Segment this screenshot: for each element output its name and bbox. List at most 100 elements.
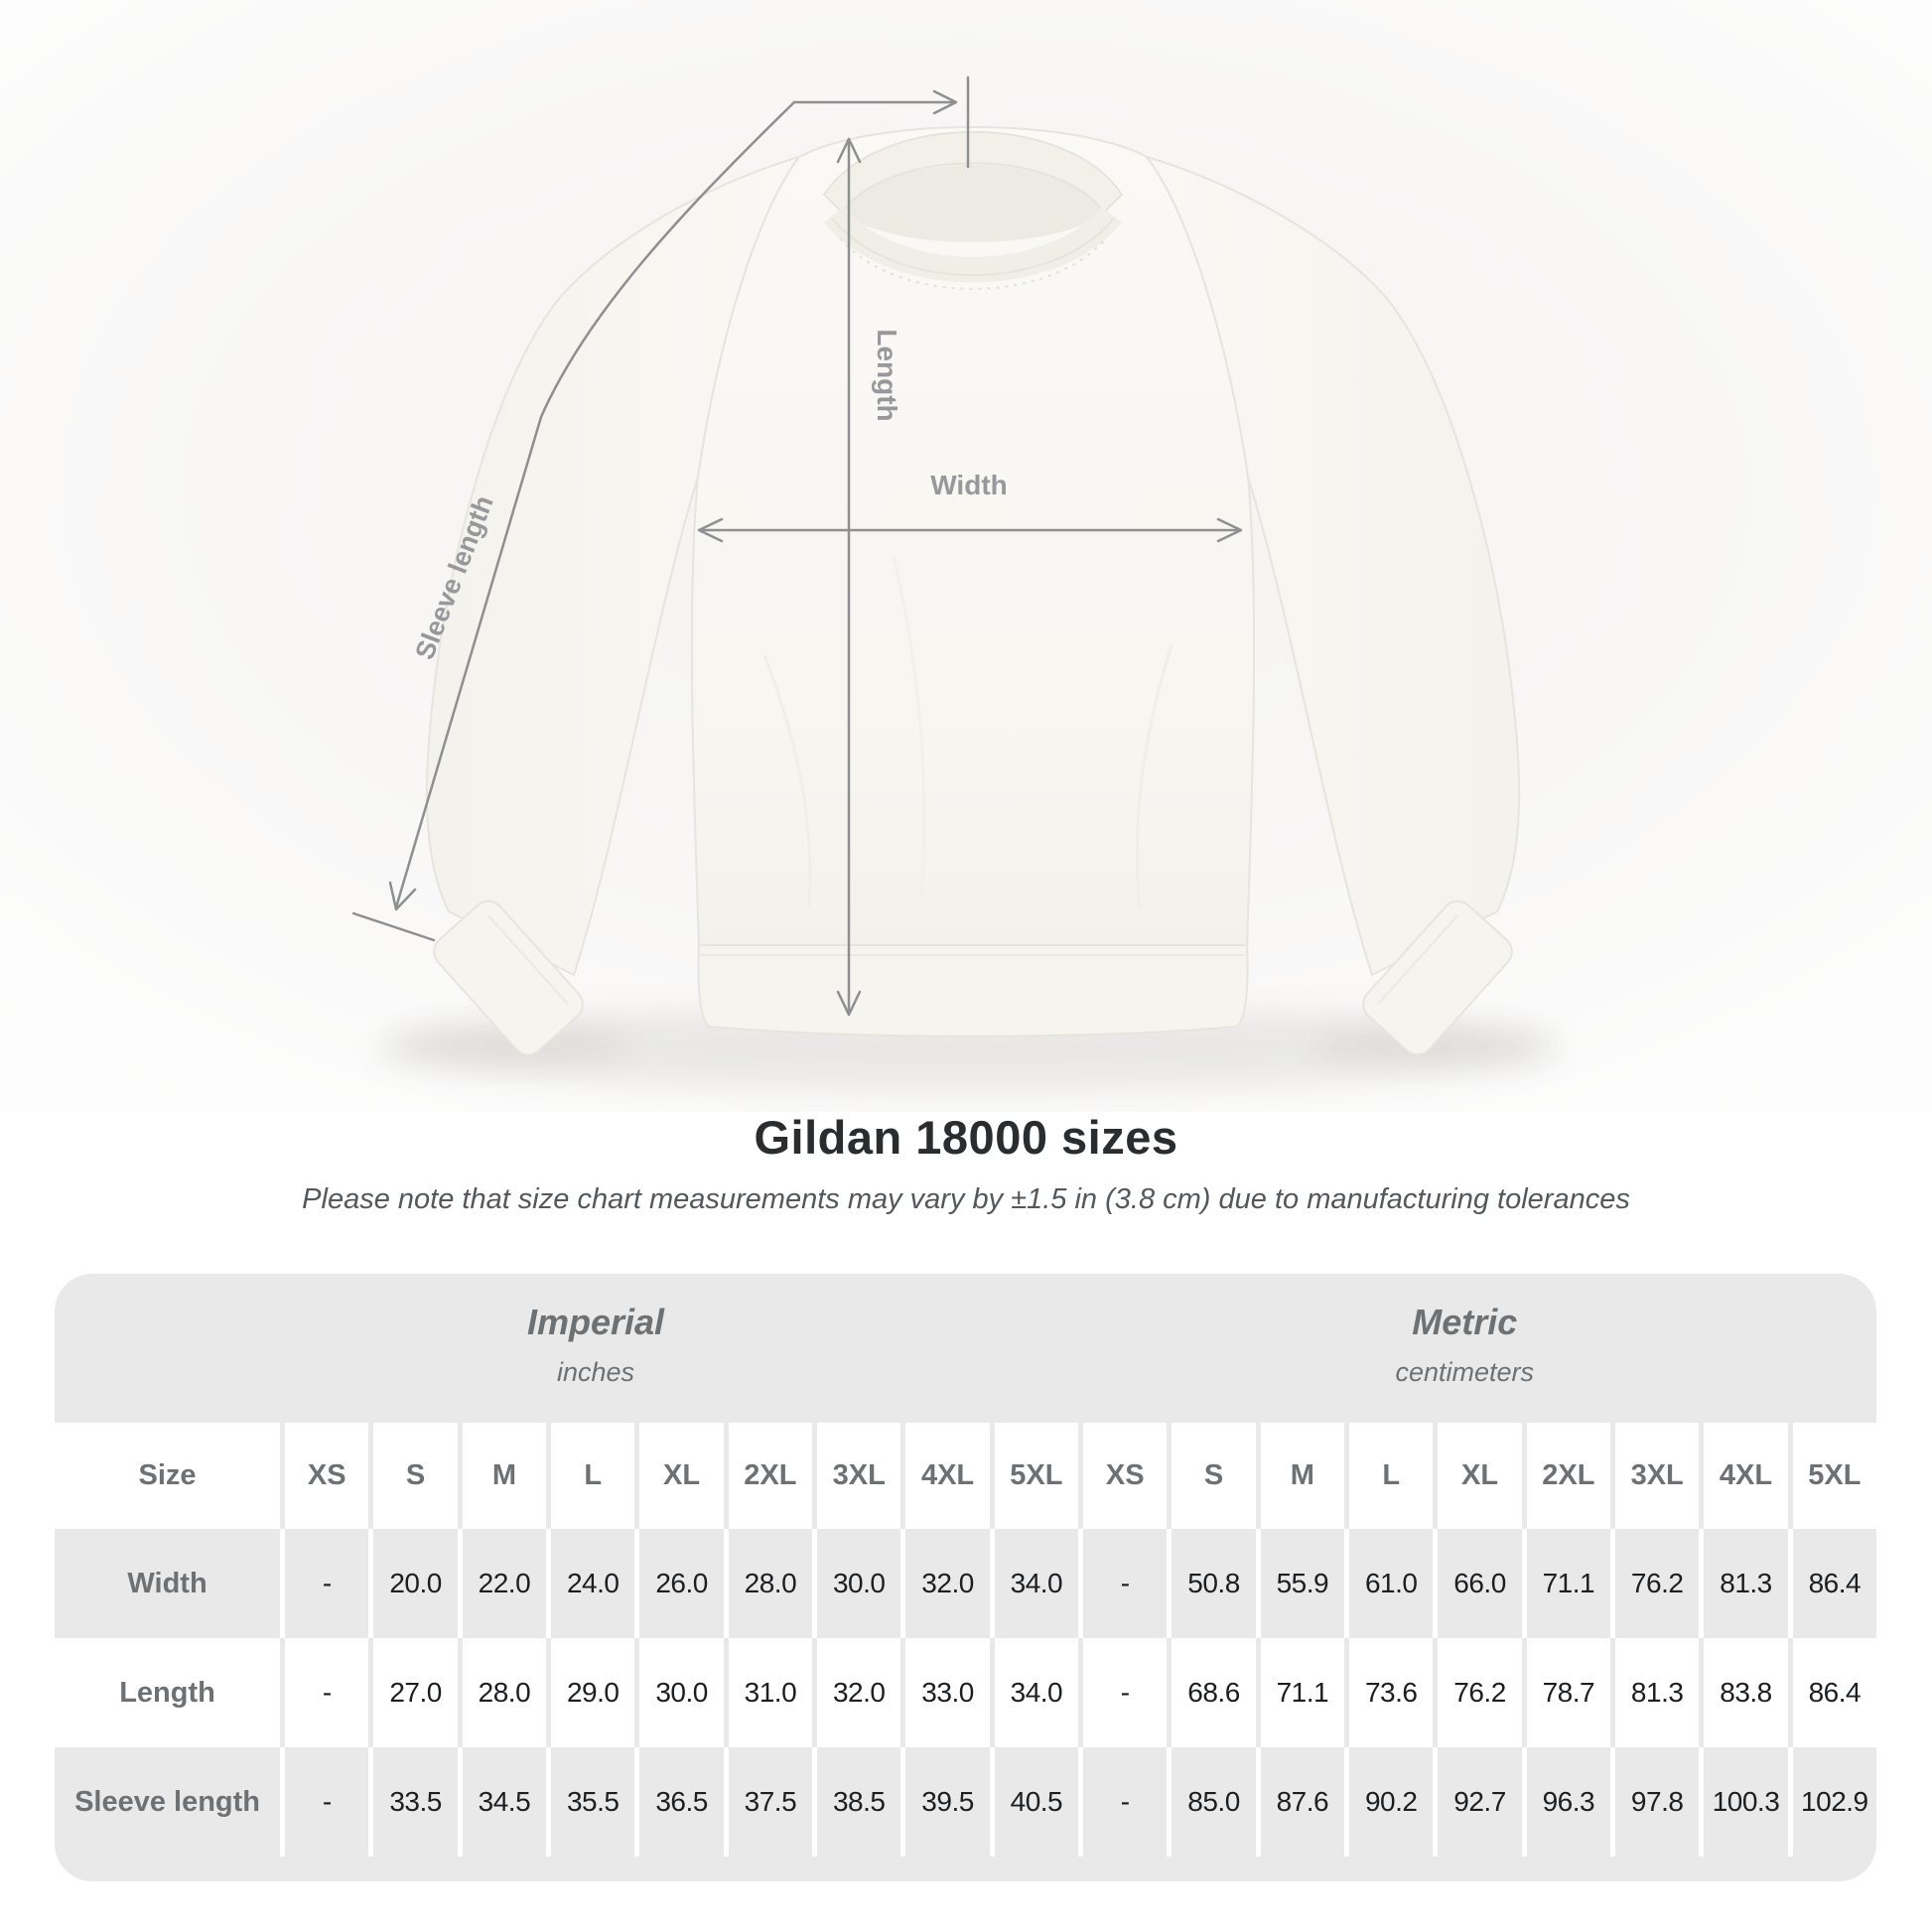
row-label-width: Width (55, 1529, 281, 1638)
arrowhead-sleeve-end (388, 881, 417, 911)
width-imperial-xl: 26.0 (639, 1529, 724, 1638)
header-cell-metric-3xl: 3XL (1615, 1423, 1700, 1529)
width-metric-xs: - (1083, 1529, 1168, 1638)
length-metric-l: 73.6 (1349, 1638, 1434, 1747)
header-cell-metric-xl: XL (1438, 1423, 1522, 1529)
sweatshirt-diagram-svg: Length Width Sleeve length (0, 0, 1932, 1112)
sleeve-metric-s: 85.0 (1172, 1747, 1256, 1857)
length-imperial-m: 28.0 (462, 1638, 547, 1747)
sleeve-metric-m: 87.6 (1260, 1747, 1345, 1857)
sleeve-metric-l: 90.2 (1349, 1747, 1434, 1857)
length-imperial-2xl: 31.0 (728, 1638, 813, 1747)
arrowhead-up (836, 137, 862, 164)
length-label: Length (872, 329, 902, 421)
length-imperial-4xl: 33.0 (905, 1638, 990, 1747)
length-imperial-3xl: 32.0 (817, 1638, 901, 1747)
collar-band (822, 131, 1124, 214)
sweatshirt-body (690, 126, 1256, 946)
garment-shadow (372, 1007, 1564, 1090)
header-cell-metric-m: M (1260, 1423, 1345, 1529)
sleeve-end-tick (351, 911, 436, 942)
sleeve-imperial-xs: - (285, 1747, 369, 1857)
sleeve-imperial-5xl: 40.5 (994, 1747, 1079, 1857)
row-label-length: Length (55, 1638, 281, 1747)
length-imperial-l: 29.0 (551, 1638, 635, 1747)
collar-interior (842, 165, 1104, 242)
table-row-width: Width - 20.0 22.0 24.0 26.0 28.0 30.0 32… (55, 1529, 1876, 1638)
width-label: Width (930, 470, 1008, 500)
length-imperial-xl: 30.0 (639, 1638, 724, 1747)
header-cell-metric-4xl: 4XL (1704, 1423, 1788, 1529)
sleeve-imperial-2xl: 37.5 (728, 1747, 813, 1857)
sleeve-imperial-s: 33.5 (373, 1747, 458, 1857)
sleeve-imperial-m: 34.5 (462, 1747, 547, 1857)
header-cell-metric-xs: XS (1083, 1423, 1168, 1529)
size-table: Imperial inches Metric centimeters Size … (55, 1274, 1876, 1881)
width-metric-l: 61.0 (1349, 1529, 1434, 1638)
width-imperial-xs: - (285, 1529, 369, 1638)
header-cell-imperial-s: S (373, 1423, 458, 1529)
length-imperial-s: 27.0 (373, 1638, 458, 1747)
fold-line (1135, 644, 1173, 909)
width-metric-2xl: 71.1 (1526, 1529, 1611, 1638)
tolerance-note: Please note that size chart measurements… (302, 1183, 1630, 1215)
sleeve-metric-5xl: 102.9 (1792, 1747, 1876, 1857)
length-metric-4xl: 83.8 (1704, 1638, 1788, 1747)
length-metric-5xl: 86.4 (1792, 1638, 1876, 1747)
sleeve-imperial-3xl: 38.5 (817, 1747, 901, 1857)
header-cell-metric-2xl: 2XL (1526, 1423, 1611, 1529)
sleeve-metric-4xl: 100.3 (1704, 1747, 1788, 1857)
header-cell-metric-s: S (1172, 1423, 1256, 1529)
width-metric-4xl: 81.3 (1704, 1529, 1788, 1638)
header-cell-imperial-3xl: 3XL (817, 1423, 901, 1529)
width-imperial-4xl: 32.0 (905, 1529, 990, 1638)
header-cell-imperial-xl: XL (639, 1423, 724, 1529)
arrowhead-right (932, 89, 958, 115)
measurement-annotations (351, 75, 1243, 1017)
fold-line (892, 555, 926, 899)
arrowhead-right2 (1216, 517, 1243, 543)
collar-front-band (823, 206, 1123, 283)
header-cell-metric-5xl: 5XL (1792, 1423, 1876, 1529)
length-imperial-5xl: 34.0 (994, 1638, 1079, 1747)
sweatshirt-left-cuff (433, 899, 584, 1056)
sleeve-metric-xs: - (1083, 1747, 1168, 1857)
width-imperial-l: 24.0 (551, 1529, 635, 1638)
width-imperial-2xl: 28.0 (728, 1529, 813, 1638)
unit-sub-imperial: inches (556, 1357, 634, 1387)
row-label-sleeve-length: Sleeve length (55, 1747, 281, 1857)
sleeve-imperial-4xl: 39.5 (905, 1747, 990, 1857)
sleeve-metric-3xl: 97.8 (1615, 1747, 1700, 1857)
header-cell-imperial-m: M (462, 1423, 547, 1529)
sleeve-metric-xl: 92.7 (1438, 1747, 1522, 1857)
header-cell-imperial-4xl: 4XL (905, 1423, 990, 1529)
length-metric-3xl: 81.3 (1615, 1638, 1700, 1747)
fold-line (762, 654, 812, 909)
header-cell-imperial-xs: XS (285, 1423, 369, 1529)
sleeve-measure-line (394, 100, 796, 909)
size-column-header: Size (55, 1423, 281, 1529)
sleeve-metric-2xl: 96.3 (1526, 1747, 1611, 1857)
unit-group-imperial: Imperial inches (527, 1302, 664, 1388)
sleeve-imperial-l: 35.5 (551, 1747, 635, 1857)
table-row-sleeve-length: Sleeve length - 33.5 34.5 35.5 36.5 37.5… (55, 1747, 1876, 1857)
unit-band: Imperial inches Metric centimeters (55, 1274, 1876, 1423)
length-metric-2xl: 78.7 (1526, 1638, 1611, 1747)
collar-stitch (839, 237, 1107, 290)
arrowhead-left (697, 517, 724, 543)
length-metric-xl: 76.2 (1438, 1638, 1522, 1747)
width-metric-m: 55.9 (1260, 1529, 1345, 1638)
sweatshirt-measurement-diagram: Length Width Sleeve length (0, 0, 1932, 1112)
header-cell-imperial-l: L (551, 1423, 635, 1529)
width-imperial-3xl: 30.0 (817, 1529, 901, 1638)
page-title: Gildan 18000 sizes (754, 1111, 1178, 1164)
sweatshirt-right-cuff (1362, 899, 1513, 1056)
width-metric-3xl: 76.2 (1615, 1529, 1700, 1638)
width-imperial-m: 22.0 (462, 1529, 547, 1638)
unit-name-imperial: Imperial (526, 1302, 665, 1342)
unit-group-metric: Metric centimeters (1396, 1302, 1535, 1388)
unit-sub-metric: centimeters (1395, 1357, 1535, 1387)
width-metric-s: 50.8 (1172, 1529, 1256, 1638)
table-row-length: Length - 27.0 28.0 29.0 30.0 31.0 32.0 3… (55, 1638, 1876, 1747)
